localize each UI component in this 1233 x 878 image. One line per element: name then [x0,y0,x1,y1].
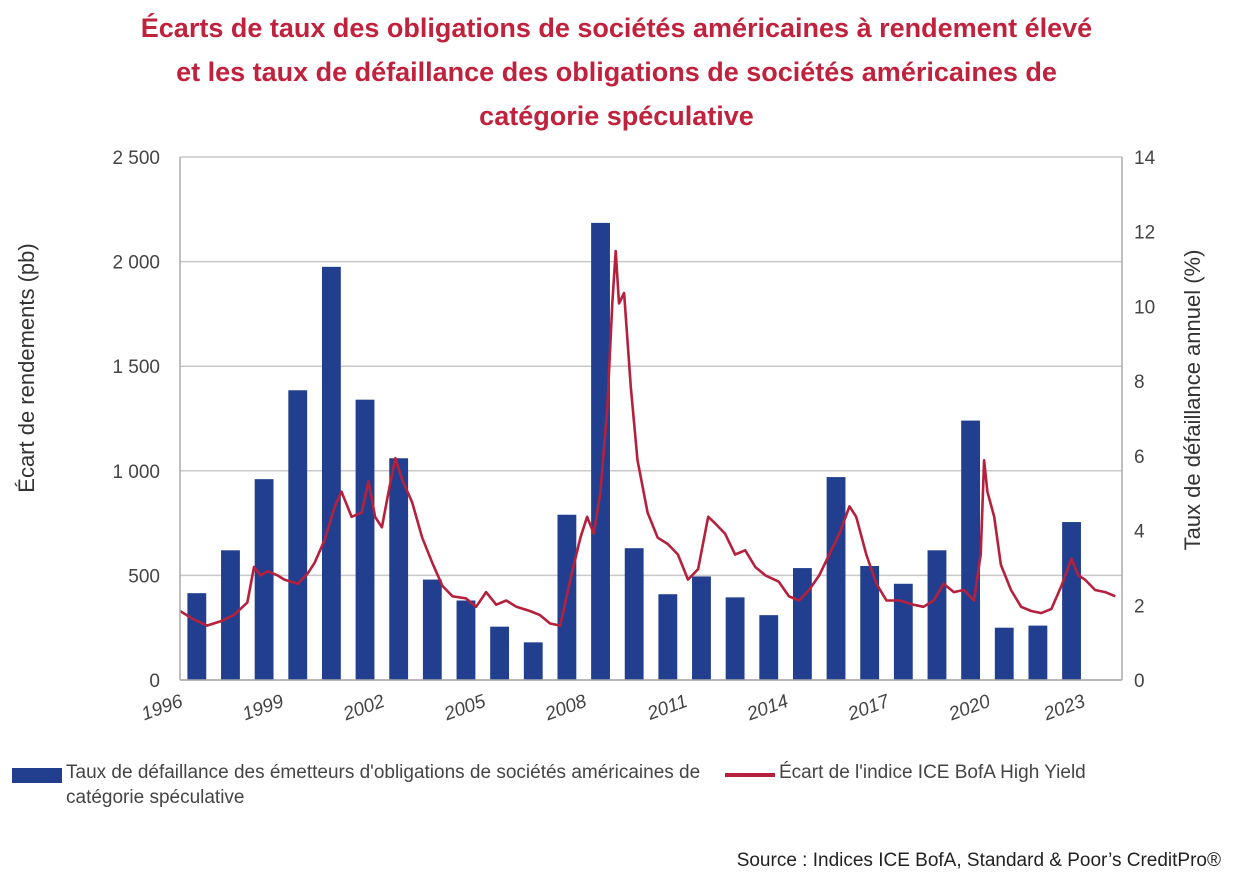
y-left-tick-1: 500 [128,566,160,587]
bar-2017 [893,583,913,680]
spread-line [179,249,1116,627]
x-tick-2017: 2017 [844,690,893,725]
chart-title-line-3: catégorie spéculative [479,101,754,131]
bar-1999 [288,390,308,680]
x-tick-1996: 1996 [139,691,186,725]
bar-2022 [1062,522,1081,680]
bar-2016 [860,565,880,680]
y-left-tick-3: 1 500 [112,357,160,378]
y-right-tick-0: 0 [1134,671,1145,692]
bar-2021 [1028,625,1048,680]
x-tick-2011: 2011 [644,691,691,725]
bar-2010 [658,594,678,680]
y-right-tick-6: 12 [1134,223,1155,244]
x-tick-1999: 1999 [240,691,287,725]
bar-2015 [826,477,846,680]
bar-2012 [725,597,745,680]
y-axis-right-title: Taux de défaillance annuel (%) [1180,250,1205,551]
y-left-tick-4: 2 000 [112,253,160,274]
legend-bar-label: Taux de défaillance des émetteurs d'obli… [66,762,701,808]
x-tick-2014: 2014 [743,691,791,726]
gridlines [180,156,1122,681]
bar-1996 [187,593,207,680]
bar-2009 [624,548,644,680]
bar-2004 [456,600,476,680]
y-right-tick-2: 4 [1134,522,1145,543]
chart-title-line-2: et les taux de défaillance des obligatio… [176,57,1057,87]
y-right-tick-1: 2 [1134,596,1145,617]
bar-2019 [961,420,981,680]
bar-2020 [994,627,1014,680]
y-left-tick-5: 2 500 [112,148,160,169]
x-tick-2002: 2002 [340,691,388,726]
bar-2018 [927,550,947,680]
legend-bar-swatch [12,768,62,783]
y-left-tick-0: 0 [149,671,160,692]
y-axis-left-title: Écart de rendements (pb) [14,243,39,492]
chart-title: Écarts de taux des obligations de sociét… [40,6,1193,138]
bar-2011 [692,576,711,680]
bar-2002 [389,458,409,680]
bar-2008 [591,222,610,680]
bar-2006 [523,642,543,680]
source-note: Source : Indices ICE BofA, Standard & Po… [736,850,1221,871]
bar-2013 [759,615,779,680]
bar-series [187,222,1081,680]
bar-1997 [221,550,240,680]
y-right-tick-3: 6 [1134,447,1145,468]
bar-2014 [792,568,812,680]
chart-title-line-1: Écarts de taux des obligations de sociét… [140,13,1093,43]
x-tick-2023: 2023 [1040,691,1088,726]
y-right-tick-5: 10 [1134,297,1155,318]
legend-line-label: Écart de l'indice ICE BofA High Yield [779,762,1086,783]
legend-line-swatch [725,773,775,777]
x-tick-2005: 2005 [441,691,489,726]
bar-2000 [321,266,341,680]
x-tick-2008: 2008 [542,691,590,726]
bar-1998 [254,479,274,680]
y-left-tick-2: 1 000 [112,462,160,483]
bar-2001 [355,399,375,680]
bar-2003 [422,579,442,680]
y-right-tick-4: 8 [1134,372,1145,393]
line-series [179,249,1116,627]
bar-2005 [490,626,510,680]
x-tick-2020: 2020 [945,691,993,726]
y-right-tick-7: 14 [1134,148,1156,169]
